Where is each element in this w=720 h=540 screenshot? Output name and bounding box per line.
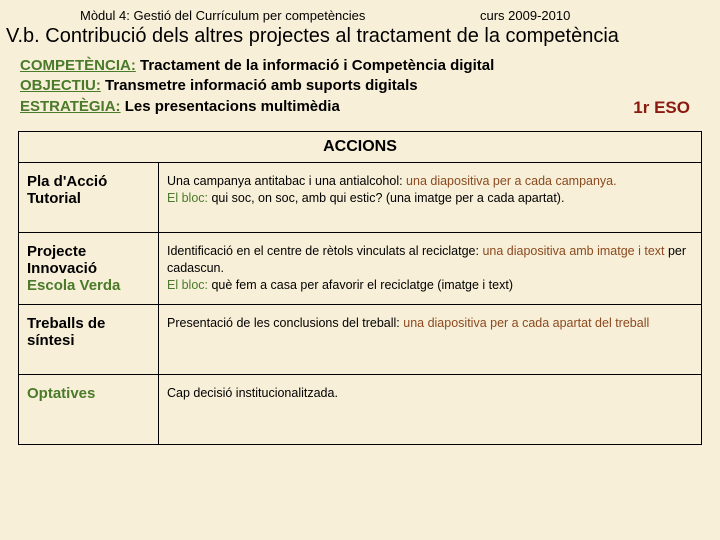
actions-table: ACCIONS Pla d'Acció TutorialUna campanya… bbox=[18, 131, 702, 445]
competencia-line: COMPETÈNCIA: Tractament de la informació… bbox=[20, 56, 700, 76]
table-row: OptativesCap decisió institucionalitzada… bbox=[19, 375, 702, 445]
row-content: Presentació de les conclusions del treba… bbox=[159, 305, 702, 375]
objectiu-line: OBJECTIU: Transmetre informació amb supo… bbox=[20, 76, 700, 96]
row-label: Projecte InnovacióEscola Verda bbox=[19, 233, 159, 305]
competencia-label: COMPETÈNCIA: bbox=[20, 57, 136, 74]
row-label: Treballs de síntesi bbox=[19, 305, 159, 375]
estrategia-line: ESTRATÈGIA: Les presentacions multimèdia… bbox=[20, 97, 700, 120]
table-row: Treballs de síntesiPresentació de les co… bbox=[19, 305, 702, 375]
row-content: Identificació en el centre de rètols vin… bbox=[159, 233, 702, 305]
table-header: ACCIONS bbox=[19, 132, 702, 163]
module-label: Mòdul 4: Gestió del Currículum per compe… bbox=[80, 8, 480, 23]
objectiu-text: Transmetre informació amb suports digita… bbox=[101, 77, 418, 94]
objectiu-label: OBJECTIU: bbox=[20, 77, 101, 94]
row-content: Una campanya antitabac i una antialcohol… bbox=[159, 163, 702, 233]
estrategia-label: ESTRATÈGIA: bbox=[20, 98, 121, 115]
table-row: Projecte InnovacióEscola VerdaIdentifica… bbox=[19, 233, 702, 305]
course-year: curs 2009-2010 bbox=[480, 8, 680, 23]
estrategia-text: Les presentacions multimèdia bbox=[121, 98, 340, 115]
competencia-text: Tractament de la informació i Competènci… bbox=[136, 57, 494, 74]
row-content: Cap decisió institucionalitzada. bbox=[159, 375, 702, 445]
course-level: 1r ESO bbox=[633, 97, 700, 120]
meta-block: COMPETÈNCIA: Tractament de la informació… bbox=[0, 54, 720, 125]
header: Mòdul 4: Gestió del Currículum per compe… bbox=[0, 0, 720, 25]
row-label: Optatives bbox=[19, 375, 159, 445]
table-row: Pla d'Acció TutorialUna campanya antitab… bbox=[19, 163, 702, 233]
row-label: Pla d'Acció Tutorial bbox=[19, 163, 159, 233]
page-title: V.b. Contribució dels altres projectes a… bbox=[0, 25, 720, 54]
